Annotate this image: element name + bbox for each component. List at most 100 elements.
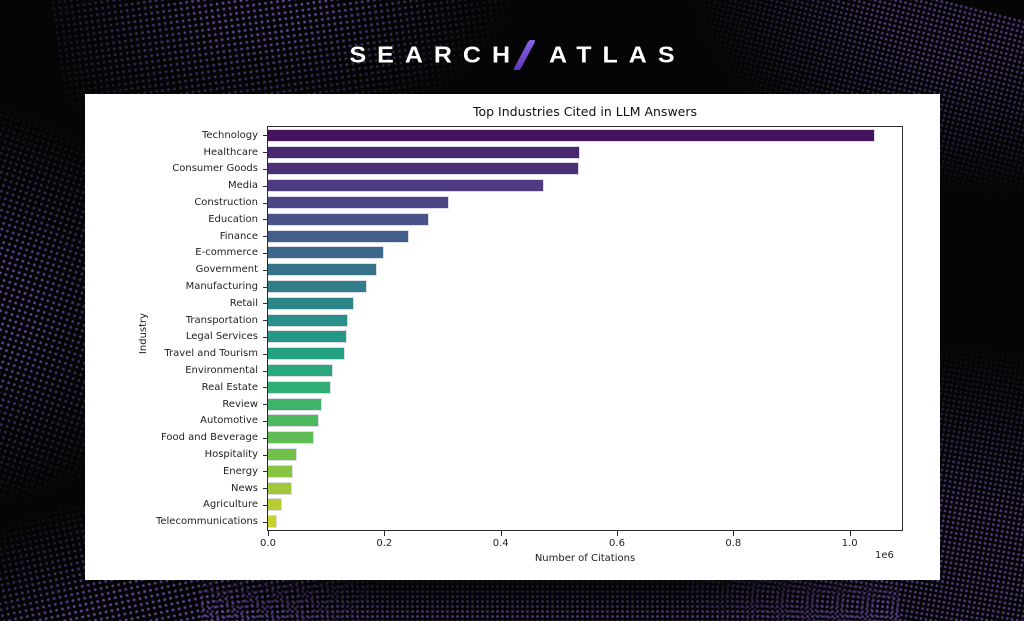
category-label: Telecommunications [155, 516, 258, 528]
bar-row: News [231, 480, 902, 497]
x-tick-label: 0.8 [725, 538, 742, 549]
bar-row: Legal Services [186, 329, 902, 346]
category-label: Retail [229, 297, 258, 309]
category-label: Environmental [185, 365, 258, 377]
bar [268, 280, 367, 294]
x-tick-mark [500, 531, 502, 536]
bar-row: Energy [223, 463, 902, 480]
y-tick-mark [263, 152, 268, 154]
bar [268, 179, 545, 193]
bar-row: Manufacturing [186, 278, 902, 295]
chart-title: Top Industries Cited in LLM Answers [472, 104, 698, 119]
category-label: Hospitality [204, 449, 258, 461]
bar-row: Technology [202, 127, 902, 144]
y-tick-mark [263, 488, 268, 490]
bar [268, 481, 292, 495]
x-axis-label: Number of Citations [534, 553, 636, 564]
category-label: Manufacturing [185, 281, 258, 293]
bar [268, 464, 293, 478]
x-tick-mark [849, 531, 851, 536]
bar-row: Consumer Goods [172, 161, 902, 178]
category-label: Travel and Tourism [164, 348, 258, 360]
category-label: Automotive [200, 415, 258, 427]
y-tick-mark [263, 471, 268, 473]
y-tick-mark [263, 353, 268, 355]
category-label: Finance [219, 230, 258, 242]
logo-text-search: SEARCH [349, 41, 522, 68]
bar [268, 196, 450, 210]
bar [268, 263, 378, 277]
y-tick-mark [263, 320, 268, 322]
bar [268, 313, 349, 327]
x-tick-mark [268, 531, 269, 536]
bar-row: Transportation [186, 312, 902, 329]
y-axis-label: Industry [138, 312, 150, 355]
bar [268, 145, 581, 159]
bar [268, 246, 385, 260]
x-tick-label: 0.0 [260, 538, 276, 549]
bar-row: E-commerce [195, 245, 902, 262]
logo-text-atlas: ATLAS [549, 41, 686, 68]
y-tick-mark [263, 521, 268, 523]
y-tick-mark [263, 236, 268, 238]
y-tick-mark [263, 420, 268, 422]
y-tick-mark [263, 504, 268, 506]
y-tick-mark [263, 185, 268, 187]
bar-row: Hospitality [205, 446, 902, 463]
category-label: Government [195, 264, 258, 276]
bar [268, 212, 430, 226]
category-label: Consumer Goods [172, 163, 258, 175]
y-tick-mark [263, 387, 268, 389]
x-tick-mark [733, 531, 735, 536]
bar-row: Media [228, 177, 902, 194]
category-label: News [230, 482, 258, 494]
search-atlas-logo: SEARCH ATLAS [0, 40, 1024, 70]
bar-row: Agriculture [203, 497, 902, 514]
bar [268, 128, 875, 142]
plot-area: Technology Healthcare Consumer Goods Media C… [156, 126, 903, 549]
category-label: Healthcare [203, 146, 258, 158]
category-label: Technology [201, 129, 258, 141]
y-tick-mark [263, 269, 268, 271]
bar-row: Real Estate [202, 379, 902, 396]
bar [268, 431, 314, 445]
y-tick-mark [263, 286, 268, 288]
category-label: Real Estate [201, 381, 258, 393]
bar [268, 162, 580, 176]
category-label: Transportation [185, 314, 258, 326]
bar-row: Telecommunications [156, 513, 902, 530]
bar [268, 515, 278, 529]
category-label: Review [222, 398, 258, 410]
category-label: Food and Beverage [161, 432, 258, 444]
x-tick-label: 0.4 [492, 538, 509, 549]
bar-row: Travel and Tourism [164, 345, 902, 362]
y-tick-mark [263, 202, 268, 204]
category-label: Energy [222, 465, 258, 477]
bar-row: Retail [230, 295, 902, 312]
bar [268, 364, 334, 378]
bar-row: Construction [194, 194, 902, 211]
y-tick-mark [263, 404, 268, 406]
bar-row: Healthcare [203, 144, 902, 161]
category-label: Legal Services [185, 331, 258, 343]
bar [268, 397, 323, 411]
x-tick-mark [384, 531, 386, 536]
bar [268, 296, 355, 310]
bar [268, 414, 319, 428]
bar-row: Food and Beverage [161, 429, 902, 446]
y-tick-mark [263, 336, 268, 338]
y-tick-mark [263, 135, 268, 137]
category-label: Media [227, 180, 258, 192]
bar [268, 448, 298, 462]
bar [268, 347, 346, 361]
x-tick-label: 1.0 [841, 538, 858, 549]
y-tick-mark [263, 303, 268, 305]
bar [268, 229, 409, 243]
bar-row: Environmental [185, 362, 902, 379]
bar [268, 330, 347, 344]
bar [268, 498, 282, 512]
bar-row: Finance [220, 228, 902, 245]
category-label: Construction [194, 197, 258, 209]
y-tick-mark [263, 252, 268, 254]
